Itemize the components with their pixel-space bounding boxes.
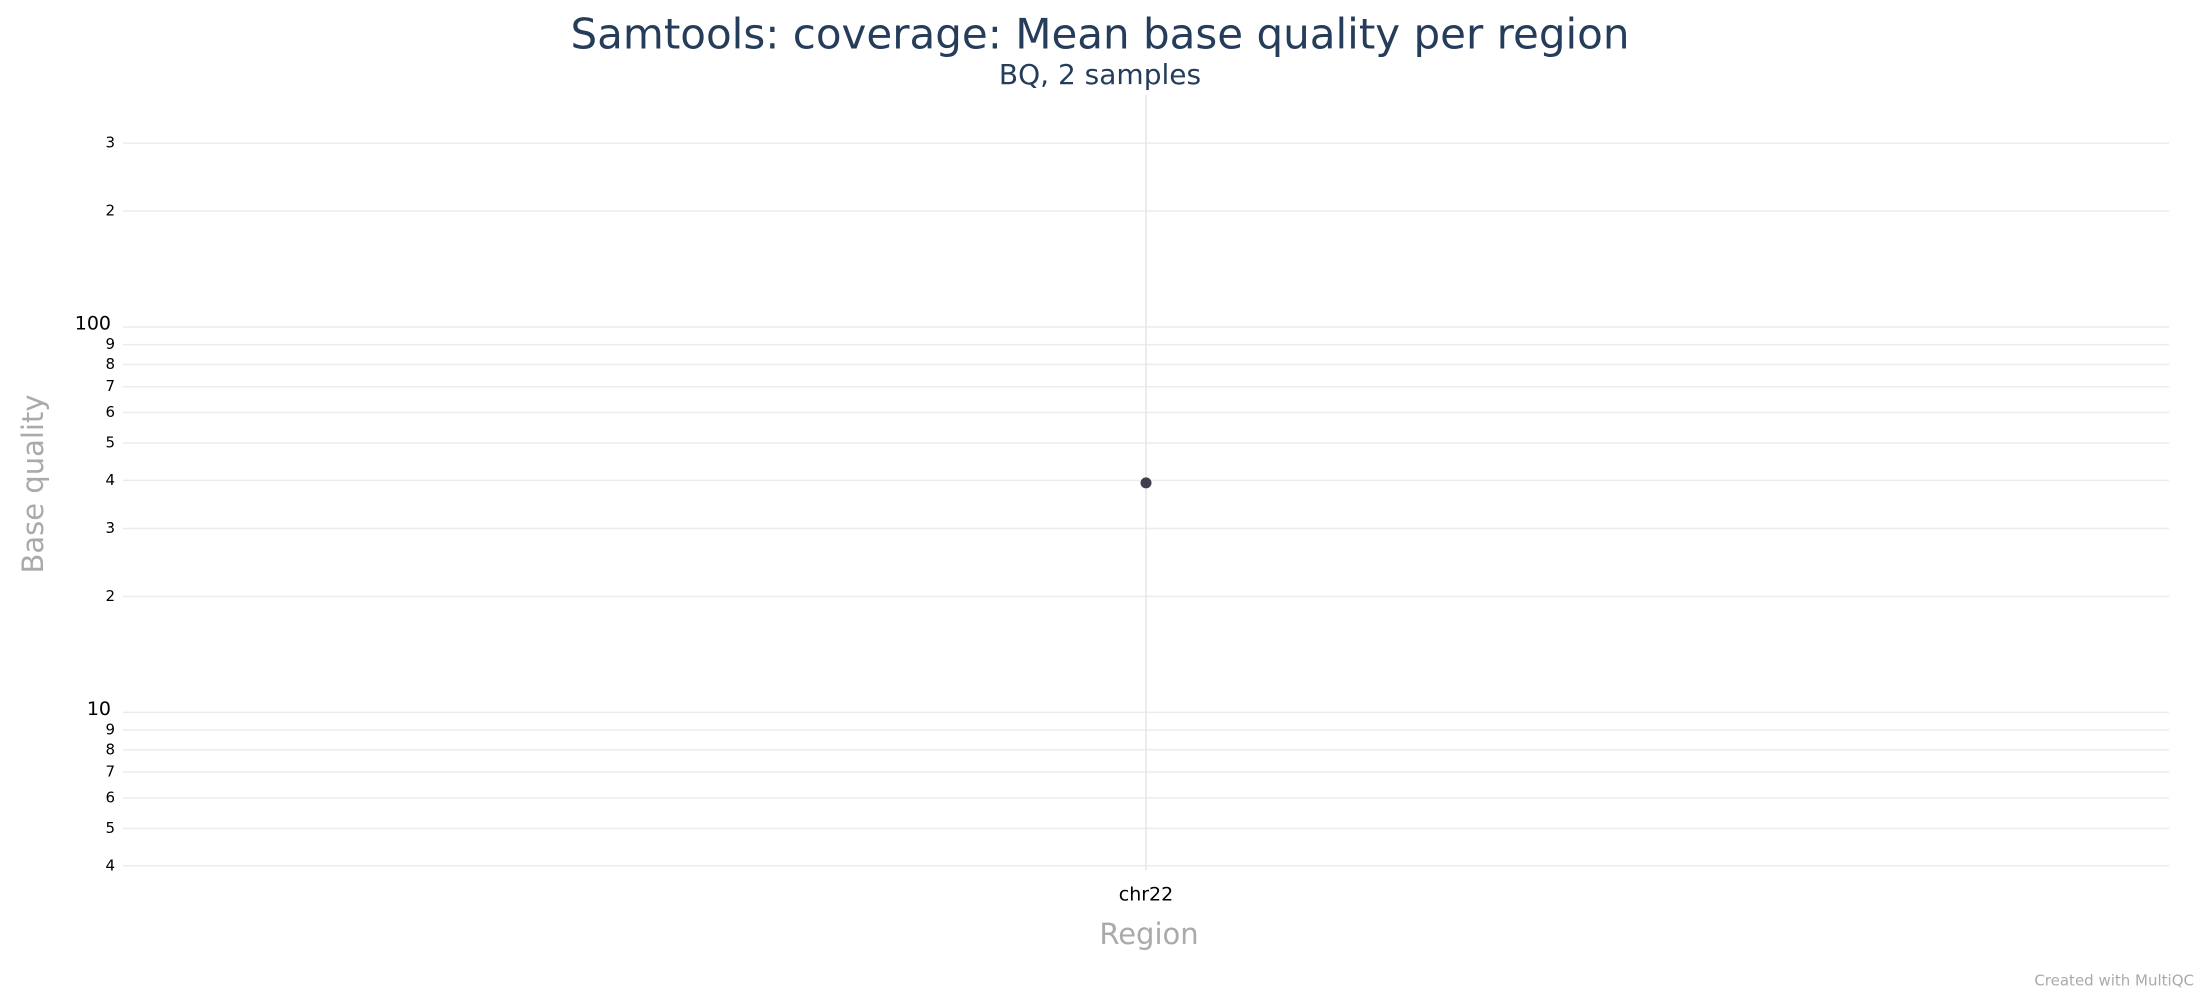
y-tick-label: 6 [105, 788, 115, 806]
y-tick-label: 10 [87, 698, 111, 720]
y-tick-label: 5 [105, 819, 115, 837]
x-axis-label: Region [1099, 917, 1198, 951]
y-tick-label: 5 [105, 434, 115, 452]
y-tick-label: 100 [75, 313, 111, 335]
y-tick-label: 3 [105, 134, 115, 152]
y-tick-label: 7 [105, 763, 115, 781]
y-tick-label: 9 [105, 335, 115, 353]
y-tick-label: 2 [105, 587, 115, 605]
y-tick-label: 8 [105, 355, 115, 373]
y-tick-label: 6 [105, 403, 115, 421]
y-tick-label: 7 [105, 377, 115, 395]
y-tick-label: 2 [105, 202, 115, 220]
data-point [1140, 477, 1152, 489]
x-tick-label: chr22 [1119, 884, 1173, 906]
y-tick-label: 9 [105, 721, 115, 739]
y-axis-label: Base quality [16, 394, 50, 573]
credit: Created with MultiQC [2034, 972, 2194, 990]
chart-subtitle: BQ, 2 samples [999, 58, 1201, 91]
y-tick-label: 8 [105, 740, 115, 758]
y-tick-label: 4 [105, 471, 115, 489]
y-tick-label: 3 [105, 519, 115, 537]
y-tick-label: 4 [105, 856, 115, 874]
chart-title: Samtools: coverage: Mean base quality pe… [571, 10, 1630, 59]
